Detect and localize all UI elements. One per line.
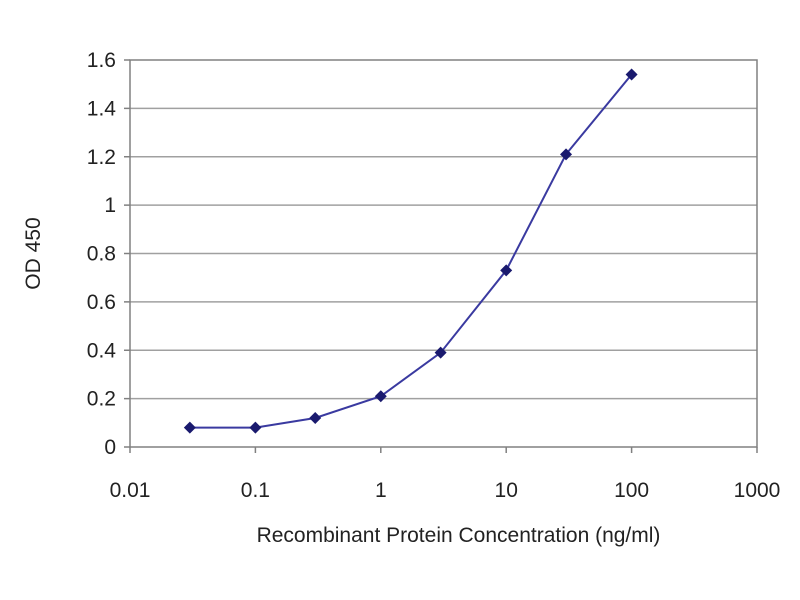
x-tick-label: 0.01 xyxy=(110,479,151,502)
plot-area-frame xyxy=(129,59,758,448)
x-tick-label: 100 xyxy=(614,479,649,502)
data-point-marker xyxy=(500,264,513,277)
y-tick-label: 1 xyxy=(104,194,116,217)
y-tick-label: 0.4 xyxy=(87,339,117,362)
x-tick-labels: 0.01 0.1 1 10 100 1000 xyxy=(110,447,781,502)
y-tick-labels: 0 0.2 0.4 0.6 0.8 1 1.2 1.4 1.6 xyxy=(87,49,130,459)
x-tick-label: 10 xyxy=(495,479,518,502)
y-tick-label: 0.6 xyxy=(87,291,116,314)
data-point-marker xyxy=(249,421,262,434)
data-series xyxy=(183,68,638,434)
data-point-marker xyxy=(434,346,447,359)
y-tick-label: 1.6 xyxy=(87,49,116,72)
data-point-marker xyxy=(309,411,322,424)
data-point-marker xyxy=(625,68,638,81)
y-tick-label: 0 xyxy=(104,436,116,459)
series-line xyxy=(189,73,633,429)
y-tick-label: 0.2 xyxy=(87,388,116,411)
y-tick-label: 0.8 xyxy=(87,243,116,266)
y-axis-title: OD 450 xyxy=(22,217,45,289)
x-tick-label: 1000 xyxy=(734,479,781,502)
data-point-marker xyxy=(560,148,573,161)
data-point-marker xyxy=(374,390,387,403)
grid xyxy=(130,107,757,400)
x-tick-label: 0.1 xyxy=(241,479,270,502)
y-tick-label: 1.2 xyxy=(87,146,116,169)
data-point-marker xyxy=(183,421,196,434)
x-tick-label: 1 xyxy=(375,479,387,502)
y-tick-label: 1.4 xyxy=(87,97,117,120)
x-axis-title: Recombinant Protein Concentration (ng/ml… xyxy=(257,524,661,547)
